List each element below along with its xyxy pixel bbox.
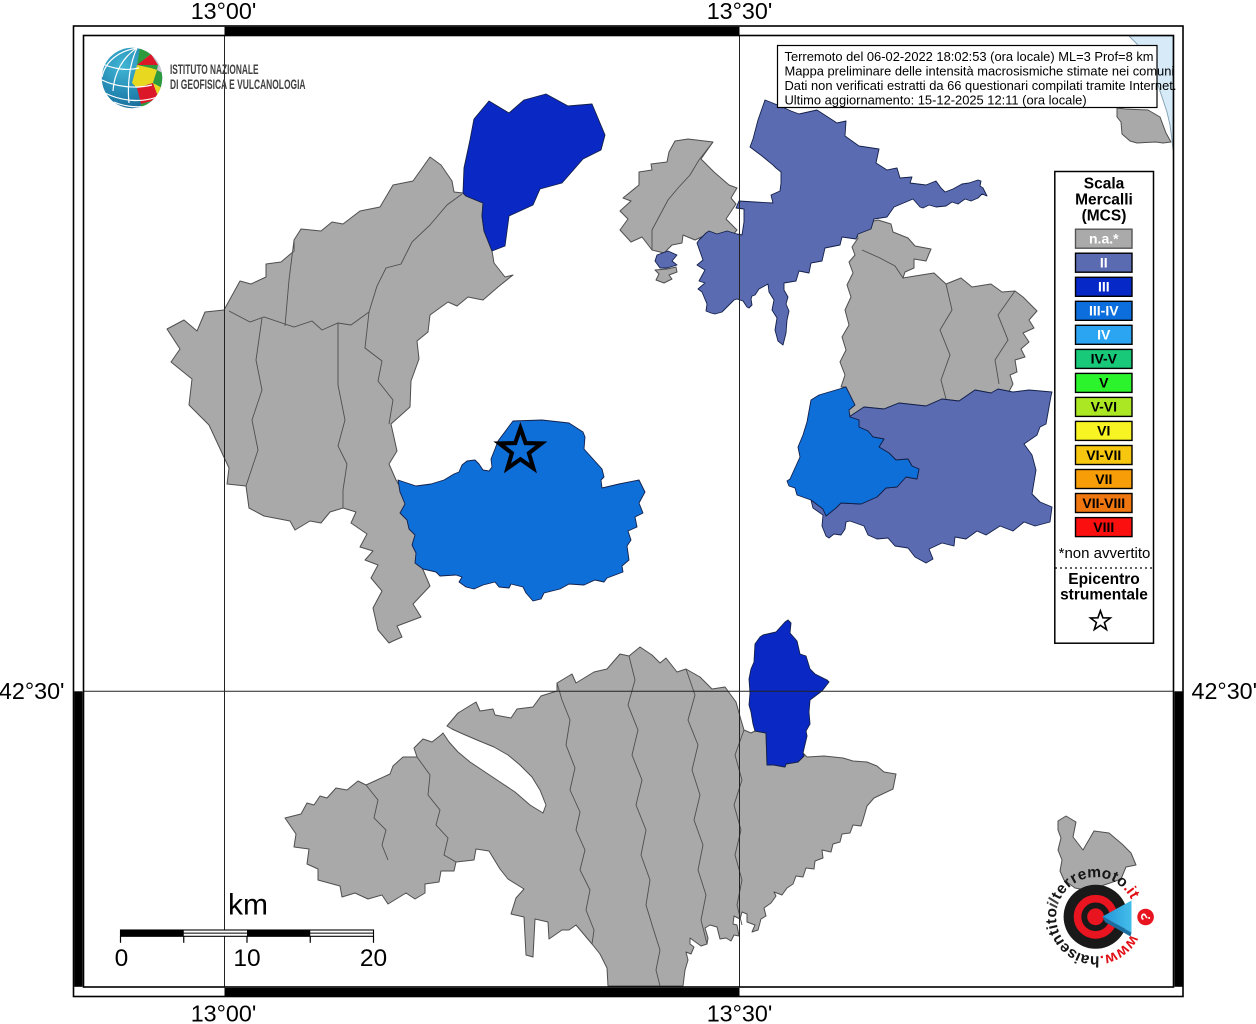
svg-text:Scala: Scala (1084, 176, 1125, 193)
svg-text:(MCS): (MCS) (1082, 208, 1127, 225)
svg-text:13°00': 13°00' (191, 1001, 257, 1024)
svg-text:n.a.*: n.a.* (1089, 231, 1119, 247)
svg-text:strumentale: strumentale (1060, 587, 1148, 604)
svg-text:10: 10 (233, 945, 260, 972)
svg-text:*non avvertito: *non avvertito (1059, 545, 1151, 562)
svg-text:VIII: VIII (1093, 519, 1114, 535)
svg-text:Ultimo aggiornamento: 15-12-20: Ultimo aggiornamento: 15-12-2025 12:11 (… (785, 93, 1087, 108)
svg-text:i: i (1072, 948, 1083, 965)
svg-text:VI-VII: VI-VII (1086, 447, 1121, 463)
svg-text:III: III (1098, 279, 1110, 295)
svg-text:Dati non verificati estratti d: Dati non verificati estratti da 66 quest… (785, 78, 1177, 93)
svg-text:13°30': 13°30' (707, 0, 773, 24)
svg-text:o: o (1043, 907, 1061, 918)
svg-text:t: t (1046, 927, 1064, 938)
svg-text:13°30': 13°30' (707, 1001, 773, 1024)
svg-text:V-VI: V-VI (1091, 399, 1117, 415)
svg-text:i: i (1044, 923, 1062, 931)
svg-text:42°30': 42°30' (0, 678, 65, 704)
svg-text:t: t (1043, 918, 1060, 925)
svg-text:V: V (1099, 375, 1109, 391)
svg-text:VII-VIII: VII-VIII (1082, 495, 1125, 511)
svg-text:0: 0 (115, 945, 129, 972)
svg-text:l: l (1046, 896, 1064, 907)
svg-text:Mappa preliminare delle intens: Mappa preliminare delle intensità macros… (785, 63, 1175, 78)
svg-text:20: 20 (360, 945, 387, 972)
svg-text:o: o (1100, 865, 1113, 884)
svg-text:h: h (1090, 952, 1100, 969)
svg-text:i: i (1044, 900, 1062, 909)
svg-text:km: km (228, 889, 268, 922)
svg-text:IV: IV (1097, 327, 1111, 343)
svg-text:Epicentro: Epicentro (1068, 571, 1139, 588)
svg-text:VI: VI (1097, 423, 1110, 439)
svg-text:IV-V: IV-V (1091, 351, 1118, 367)
svg-text:Terremoto del 06-02-2022 18:02: Terremoto del 06-02-2022 18:02:53 (ora l… (785, 49, 1154, 64)
svg-text:DI GEOFISICA E VULCANOLOGIA: DI GEOFISICA E VULCANOLOGIA (170, 76, 306, 92)
svg-text:.: . (1099, 952, 1106, 969)
svg-text:m: m (1087, 864, 1101, 881)
svg-text:?: ? (1138, 912, 1154, 922)
svg-text:ISTITUTO NAZIONALE: ISTITUTO NAZIONALE (170, 61, 259, 77)
svg-text:13°00': 13°00' (191, 0, 257, 24)
svg-text:VII: VII (1095, 471, 1112, 487)
svg-text:II: II (1100, 255, 1108, 271)
svg-text:42°30': 42°30' (1192, 678, 1256, 704)
svg-text:III-IV: III-IV (1089, 303, 1119, 319)
svg-text:Mercalli: Mercalli (1075, 192, 1133, 209)
